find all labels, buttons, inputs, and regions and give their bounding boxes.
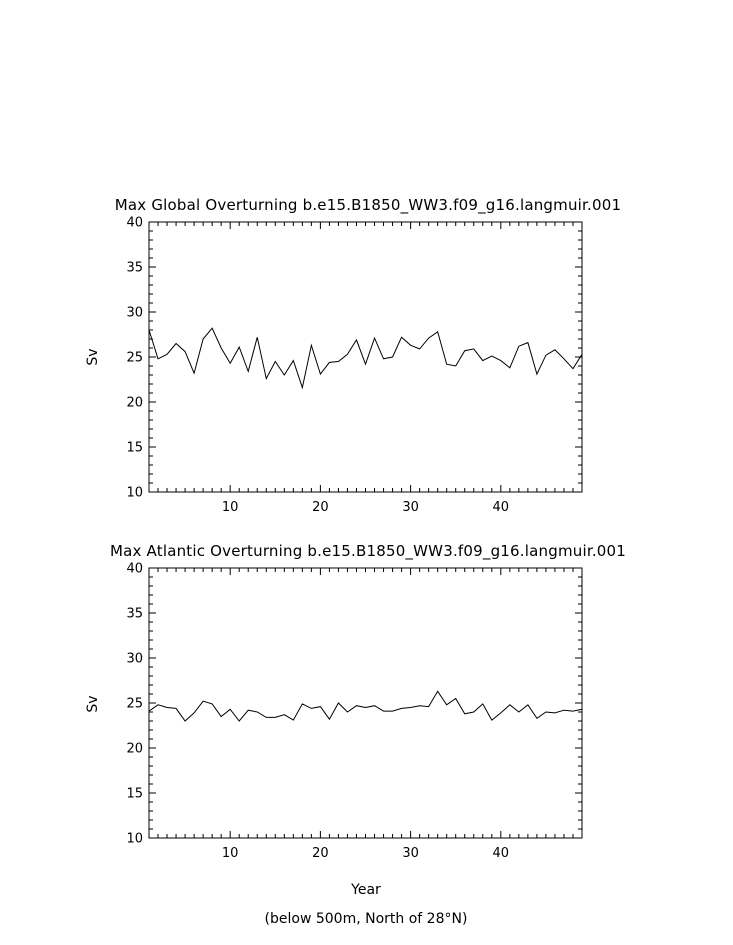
global-plot-frame bbox=[148, 221, 583, 493]
atlantic-overturning-plot: Max Atlantic Overturning b.e15.B1850_WW3… bbox=[85, 542, 626, 898]
global-y-tick-label-15: 15 bbox=[126, 441, 143, 456]
global-x-tick-label-40: 40 bbox=[493, 500, 510, 515]
global-y-axis-label: Sv bbox=[85, 348, 101, 365]
global-y-tick-label-40: 40 bbox=[126, 216, 143, 231]
global-x-tick-label-30: 30 bbox=[402, 500, 419, 515]
atlantic-plot-title: Max Atlantic Overturning b.e15.B1850_WW3… bbox=[110, 542, 626, 561]
atlantic-y-tick-label-10: 10 bbox=[126, 832, 143, 847]
atlantic-series-line bbox=[148, 690, 583, 722]
atlantic-tick-labels: 10 20 30 40 10 15 20 25 30 35 40 bbox=[126, 562, 509, 862]
global-y-tick-label-20: 20 bbox=[126, 396, 143, 411]
atlantic-x-tick-label-40: 40 bbox=[493, 846, 510, 861]
atlantic-y-tick-label-30: 30 bbox=[126, 652, 143, 667]
atlantic-y-axis-label: Sv bbox=[85, 695, 101, 712]
atlantic-ticks bbox=[148, 567, 583, 839]
atlantic-y-tick-label-40: 40 bbox=[126, 562, 143, 577]
atlantic-x-tick-label-20: 20 bbox=[312, 846, 329, 861]
global-y-tick-label-30: 30 bbox=[126, 306, 143, 321]
global-overturning-plot: Max Global Overturning b.e15.B1850_WW3.f… bbox=[85, 196, 621, 515]
global-y-tick-label-25: 25 bbox=[126, 351, 143, 366]
global-x-tick-label-20: 20 bbox=[312, 500, 329, 515]
global-y-tick-label-10: 10 bbox=[126, 486, 143, 501]
atlantic-y-tick-label-20: 20 bbox=[126, 742, 143, 757]
atlantic-y-tick-label-35: 35 bbox=[126, 607, 143, 622]
atlantic-x-axis-label: Year bbox=[350, 882, 381, 898]
atlantic-y-tick-label-15: 15 bbox=[126, 787, 143, 802]
atlantic-x-tick-label-10: 10 bbox=[222, 846, 239, 861]
global-plot-title: Max Global Overturning b.e15.B1850_WW3.f… bbox=[115, 196, 621, 215]
global-tick-labels: 10 20 30 40 10 15 20 25 30 35 40 bbox=[126, 216, 509, 516]
global-y-tick-label-35: 35 bbox=[126, 261, 143, 276]
global-ticks bbox=[148, 221, 583, 493]
footnote: (below 500m, North of 28°N) bbox=[265, 911, 468, 927]
global-series-line bbox=[148, 327, 583, 390]
atlantic-y-tick-label-25: 25 bbox=[126, 697, 143, 712]
atlantic-plot-frame bbox=[148, 567, 583, 839]
global-x-tick-label-10: 10 bbox=[222, 500, 239, 515]
atlantic-x-tick-label-30: 30 bbox=[402, 846, 419, 861]
